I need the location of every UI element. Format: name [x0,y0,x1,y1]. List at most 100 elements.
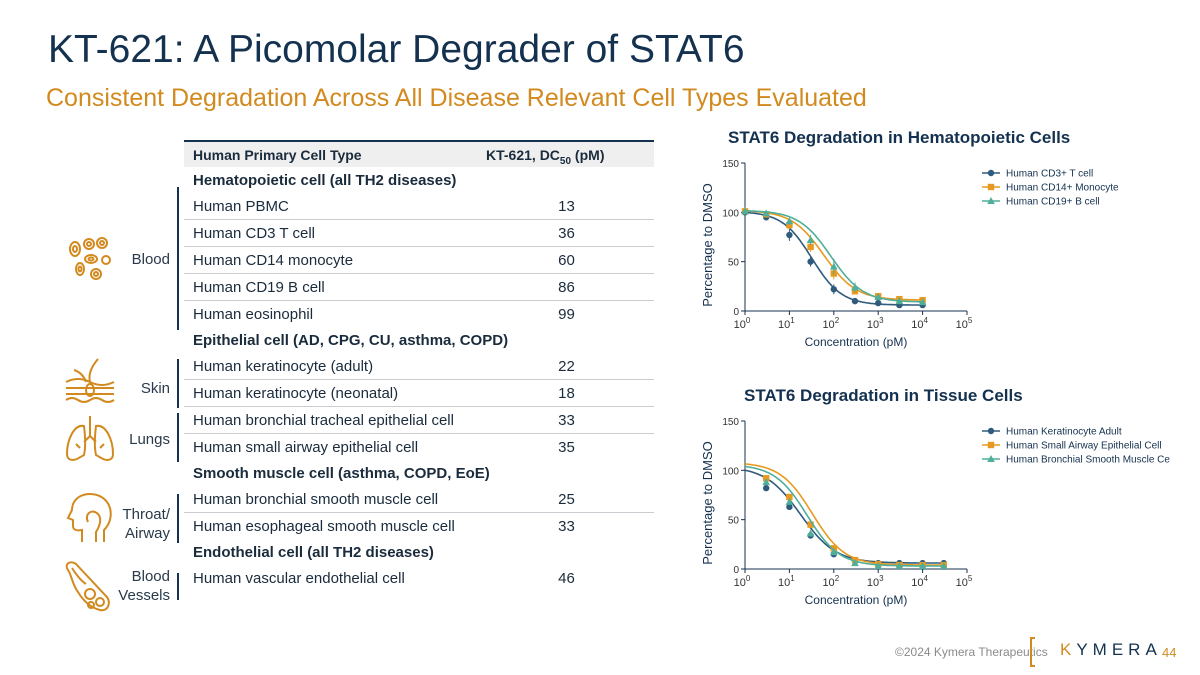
table-row: Human bronchial tracheal epithelial cell… [184,407,654,434]
data-point [918,562,927,570]
data-point [807,258,814,265]
y-tick-label: 50 [728,516,740,527]
data-point [807,521,814,528]
cell-type: Human eosinophil [193,306,314,323]
category-vessels: Blood Vessels [118,568,170,604]
data-point [786,231,793,239]
data-point [874,293,882,301]
dc50-value: 86 [558,279,575,296]
legend-marker [987,427,995,435]
group-label: Hematopoietic cell (all TH2 diseases) [193,172,457,189]
table-group-row: Endothelial cell (all TH2 diseases) [184,539,654,565]
page-number: 44 [1162,645,1177,660]
data-point [762,478,770,486]
blood-vessel-icon [65,561,110,612]
y-tick-label: 100 [722,466,739,477]
data-point [806,235,815,243]
category-blood: Blood [131,251,170,268]
lungs-icon [65,416,115,461]
data-point [895,297,904,305]
x-tick-label: 100 [734,316,751,331]
x-tick-label: 103 [867,574,884,589]
x-tick-label: 101 [778,574,795,589]
cell-type: Human keratinocyte (neonatal) [193,385,399,402]
legend-label: Human Small Airway Epithelial Cell [1006,441,1162,452]
table-row: Human vascular endothelial cell 46 [184,565,654,591]
data-point [762,484,770,492]
col-header-cell-type: Human Primary Cell Type [193,147,362,163]
table-row: Human esophageal smooth muscle cell 33 [184,513,654,539]
series-fit-line [744,463,944,566]
legend-label: Human CD19+ B cell [1006,197,1100,208]
chart1-title: STAT6 Degradation in Hematopoietic Cells [728,128,1071,147]
table-row: Human bronchial smooth muscle cell 25 [184,486,654,513]
series-fit-line [744,469,944,564]
table-row: Human small airway epithelial cell 35 [184,434,654,460]
logo-mark-bar [1030,637,1035,667]
legend-label: Human Bronchial Smooth Muscle Cell [1006,455,1170,466]
data-point [806,529,815,537]
table-row: Human keratinocyte (neonatal) 18 [184,380,654,407]
vessels-bracket [177,573,179,600]
data-point [786,221,793,229]
blood-cells-icon [69,237,111,280]
dc50-value: 18 [558,385,575,402]
data-point [807,243,814,251]
data-point [785,497,794,505]
dc50-value: 35 [558,439,575,456]
table-row: Human CD19 B cell 86 [184,274,654,301]
legend-label: Human CD3+ T cell [1006,169,1093,180]
legend-marker [987,169,995,177]
x-tick-label: 104 [911,316,928,331]
copyright: ©2024 Kymera Therapeutics [895,645,1048,659]
tissue-chart: 0 50 100 150 100 101 102 103 104 105 Concentration… [700,417,1170,607]
table-row: Human CD14 monocyte 60 [184,247,654,274]
data-point [875,299,882,307]
col-header-dc50: KT-621, DC50 (pM) [486,147,605,167]
data-point [918,298,927,306]
x-tick-label: 105 [956,316,973,331]
x-tick-label: 103 [867,316,884,331]
category-skin: Skin [140,380,170,397]
blood-bracket [177,187,179,330]
legend-label: Human CD14+ Monocyte [1006,183,1119,194]
data-point [895,562,904,570]
table-group-row: Hematopoietic cell (all TH2 diseases) [184,167,654,193]
table-row: Human keratinocyte (adult) 22 [184,353,654,380]
legend-marker [987,441,995,449]
group-label: Endothelial cell (all TH2 diseases) [193,544,434,561]
data-point [851,297,859,305]
hematopoietic-chart: 0 50 100 150 100 101 102 103 104 105 Concentration… [700,159,1119,349]
y-axis-label: Percentage to DMSO [700,183,715,307]
cell-type: Human small airway epithelial cell [193,439,419,456]
cell-type: Human PBMC [193,198,289,215]
table-group-row: Epithelial cell (AD, CPG, CU, asthma, CO… [184,327,654,353]
data-point [762,209,770,217]
table-row: Human CD3 T cell 36 [184,220,654,247]
y-axis-label: Percentage to DMSO [700,441,715,565]
data-point [939,562,948,570]
page-title: KT-621: A Picomolar Degrader of STAT6 [48,28,745,71]
chart2-title: STAT6 Degradation in Tissue Cells [744,386,1023,405]
legend-marker [987,197,995,204]
legend-marker [987,183,995,191]
dc50-value: 33 [558,412,575,429]
x-axis-label: Concentration (pM) [805,335,908,349]
cell-type: Human vascular endothelial cell [193,570,405,587]
data-point [830,548,838,556]
cell-type: Human keratinocyte (adult) [193,358,374,375]
dc50-value: 60 [558,252,575,269]
legend-label: Human Keratinocyte Adult [1006,427,1122,438]
y-tick-label: 150 [722,159,739,170]
data-point [851,283,859,291]
y-tick-label: 0 [733,565,739,576]
category-throat: Throat/Airway [122,506,170,542]
data-point [830,262,838,270]
dc50-value: 25 [558,491,575,508]
x-tick-label: 104 [911,574,928,589]
series-fit-line [744,465,944,567]
dc50-value: 22 [558,358,575,375]
skin-bracket [177,359,179,408]
legend-marker [987,455,995,462]
data-point [786,503,793,511]
